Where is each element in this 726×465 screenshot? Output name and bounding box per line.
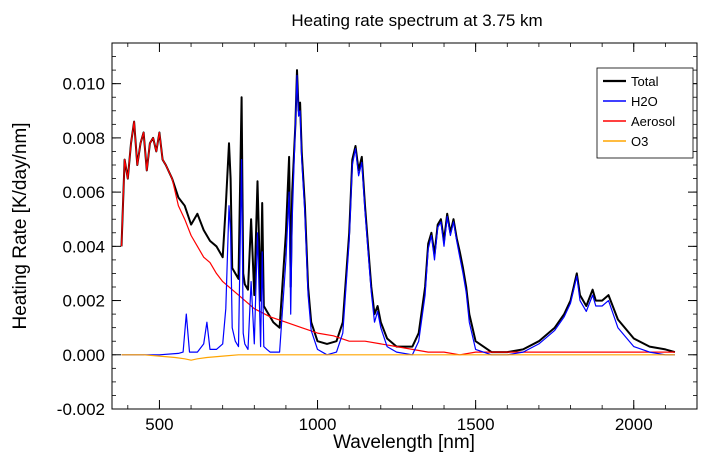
plot-lines [120, 69, 676, 361]
legend-label-h2o: H2O [631, 94, 658, 109]
y-tick-label: 0.004 [62, 237, 105, 256]
series-line-total [120, 69, 676, 354]
chart-title: Heating rate spectrum at 3.75 km [291, 11, 542, 30]
y-tick-label: 0.006 [62, 183, 105, 202]
legend-label-o3: O3 [631, 134, 648, 149]
x-tick-label: 1500 [457, 415, 495, 434]
series-line-h2o [121, 74, 675, 356]
legend-box [596, 67, 694, 159]
y-tick-label: 0.010 [62, 75, 105, 94]
series-line-o3 [121, 354, 675, 361]
y-tick-label: -0.002 [57, 400, 105, 419]
x-tick-label: 1000 [299, 415, 337, 434]
y-tick-label: 0.000 [62, 346, 105, 365]
legend-label-total: Total [631, 74, 659, 89]
x-tick-label: 2000 [615, 415, 653, 434]
series-line-aerosol [120, 120, 675, 356]
y-tick-label: 0.002 [62, 292, 105, 311]
plot-frame [111, 42, 698, 410]
x-axis-label: Wavelength [nm] [333, 432, 475, 453]
y-axis-label: Heating Rate [K/day/nm] [10, 123, 31, 330]
x-tick-label: 500 [145, 415, 173, 434]
axis-ticks: -0.002 0.000 0.002 0.004 0.006 0.008 0.010 500 1… [57, 42, 698, 434]
legend-label-aerosol: Aerosol [631, 114, 675, 129]
y-tick-label: 0.008 [62, 129, 105, 148]
legend: Total H2O Aerosol O3 [596, 67, 694, 159]
